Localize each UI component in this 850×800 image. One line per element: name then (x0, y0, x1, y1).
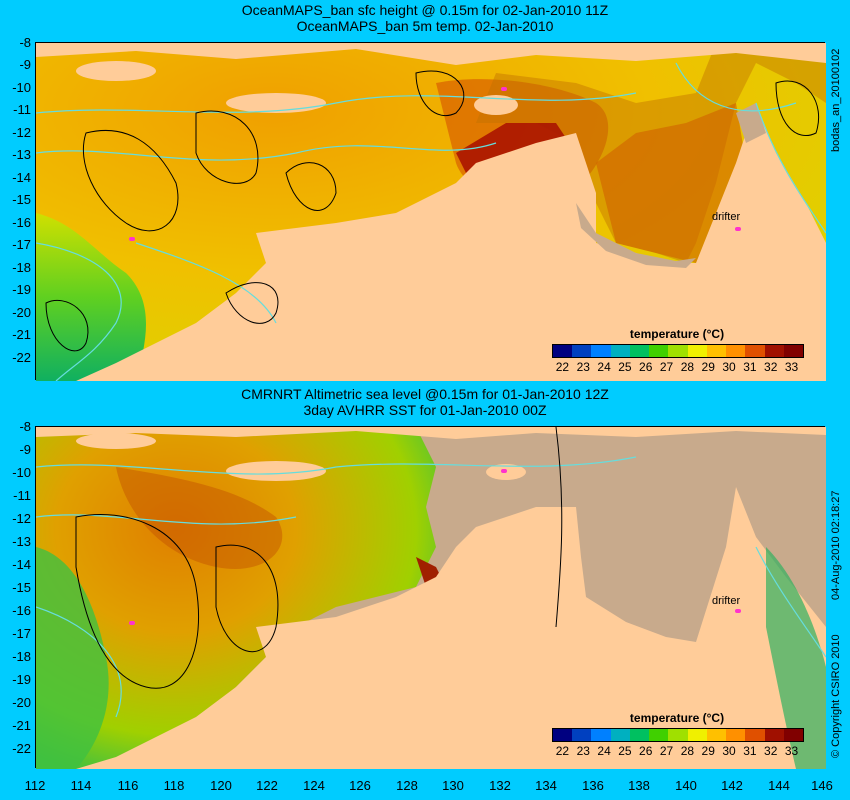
y-label: -22 (12, 350, 31, 365)
x-label: 114 (70, 778, 92, 793)
drifter-marker-west (129, 621, 135, 625)
x-label: 130 (442, 778, 464, 793)
copyright-label: © Copyright CSIRO 2010 (830, 634, 842, 758)
y-label: -17 (12, 626, 31, 641)
x-label: 138 (628, 778, 650, 793)
y-label: -9 (19, 57, 31, 72)
y-label: -13 (12, 147, 31, 162)
y-label: -21 (12, 327, 31, 342)
y-label: -14 (12, 170, 31, 185)
land-australia (76, 103, 826, 381)
x-label: 124 (303, 778, 325, 793)
x-label: 120 (210, 778, 232, 793)
top-title-line1: OceanMAPS_ban sfc height @ 0.15m for 02-… (241, 2, 609, 18)
y-label: -8 (19, 35, 31, 50)
y-label: -12 (12, 511, 31, 526)
bottom-title-line1: CMRNRT Altimetric sea level @0.15m for 0… (241, 386, 609, 402)
x-label: 116 (117, 778, 139, 793)
y-label: -15 (12, 192, 31, 207)
y-label: -15 (12, 580, 31, 595)
warm-green-region (36, 213, 146, 381)
top-title-line2: OceanMAPS_ban 5m temp. 02-Jan-2010 (296, 18, 554, 34)
y-label: -16 (12, 215, 31, 230)
x-label: 122 (256, 778, 278, 793)
y-label: -11 (13, 488, 31, 503)
x-label: 118 (163, 778, 185, 793)
y-label: -17 (12, 237, 31, 252)
top-legend: temperature (°C) 22 23 24 25 26 27 28 29 30 31 32 3… (552, 327, 804, 374)
x-label: 132 (489, 778, 511, 793)
bottom-map-svg (36, 427, 826, 769)
bottom-legend: temperature (°C) 22 23 24 25 26 27 28 29 30 31 32 3… (552, 711, 804, 758)
y-label: -12 (12, 125, 31, 140)
land-australia (76, 487, 826, 769)
legend-title: temperature (°C) (629, 711, 725, 725)
bottom-y-axis: -8 -9 -10 -11 -12 -13 -14 -15 -16 -17 -1… (0, 420, 33, 768)
drifter-marker (735, 609, 741, 613)
timestamp-label: 04-Aug-2010 02:18:27 (830, 490, 842, 600)
y-label: -22 (12, 741, 31, 756)
legend-colorbar (552, 344, 804, 358)
drifter-marker-north (501, 469, 507, 473)
x-label: 140 (675, 778, 697, 793)
x-label: 146 (811, 778, 833, 793)
y-label: -13 (12, 534, 31, 549)
y-label: -19 (12, 672, 31, 687)
top-y-axis: -8 -9 -10 -11 -12 -13 -14 -15 -16 -17 -1… (0, 36, 33, 380)
y-label: -10 (12, 80, 31, 95)
x-label: 144 (768, 778, 790, 793)
legend-colorbar (552, 728, 804, 742)
drifter-label: drifter (712, 595, 741, 607)
drifter-marker-north (501, 87, 507, 91)
y-label: -18 (12, 260, 31, 275)
x-label: 136 (582, 778, 604, 793)
y-label: -14 (12, 557, 31, 572)
y-label: -19 (12, 282, 31, 297)
top-map-svg (36, 43, 826, 381)
y-label: -20 (12, 305, 31, 320)
y-label: -16 (12, 603, 31, 618)
y-label: -20 (12, 695, 31, 710)
legend-ticks: 22 23 24 25 26 27 28 29 30 31 32 33 (555, 744, 799, 758)
y-label: -18 (12, 649, 31, 664)
x-label: 112 (24, 778, 46, 793)
y-label: -11 (13, 102, 31, 117)
x-label: 128 (396, 778, 418, 793)
y-label: -8 (19, 419, 31, 434)
legend-ticks: 22 23 24 25 26 27 28 29 30 31 32 33 (555, 360, 799, 374)
top-map-panel: drifter temperature (°C) 22 23 24 25 26 27 28 2… (35, 42, 826, 381)
y-label: -21 (12, 718, 31, 733)
drifter-label: drifter (712, 211, 741, 223)
y-label: -10 (12, 465, 31, 480)
drifter-marker (735, 227, 741, 231)
y-label: -9 (19, 442, 31, 457)
top-side-label: bodas_an_20100102 (830, 48, 842, 152)
bottom-map-panel: drifter temperature (°C) 22 23 24 25 26 27 28 2… (35, 426, 826, 769)
x-label: 126 (349, 778, 371, 793)
legend-title: temperature (°C) (629, 327, 725, 341)
bottom-title-line2: 3day AVHRR SST for 01-Jan-2010 00Z (303, 402, 547, 418)
x-label: 134 (535, 778, 557, 793)
x-label: 142 (721, 778, 743, 793)
drifter-marker-west (129, 237, 135, 241)
